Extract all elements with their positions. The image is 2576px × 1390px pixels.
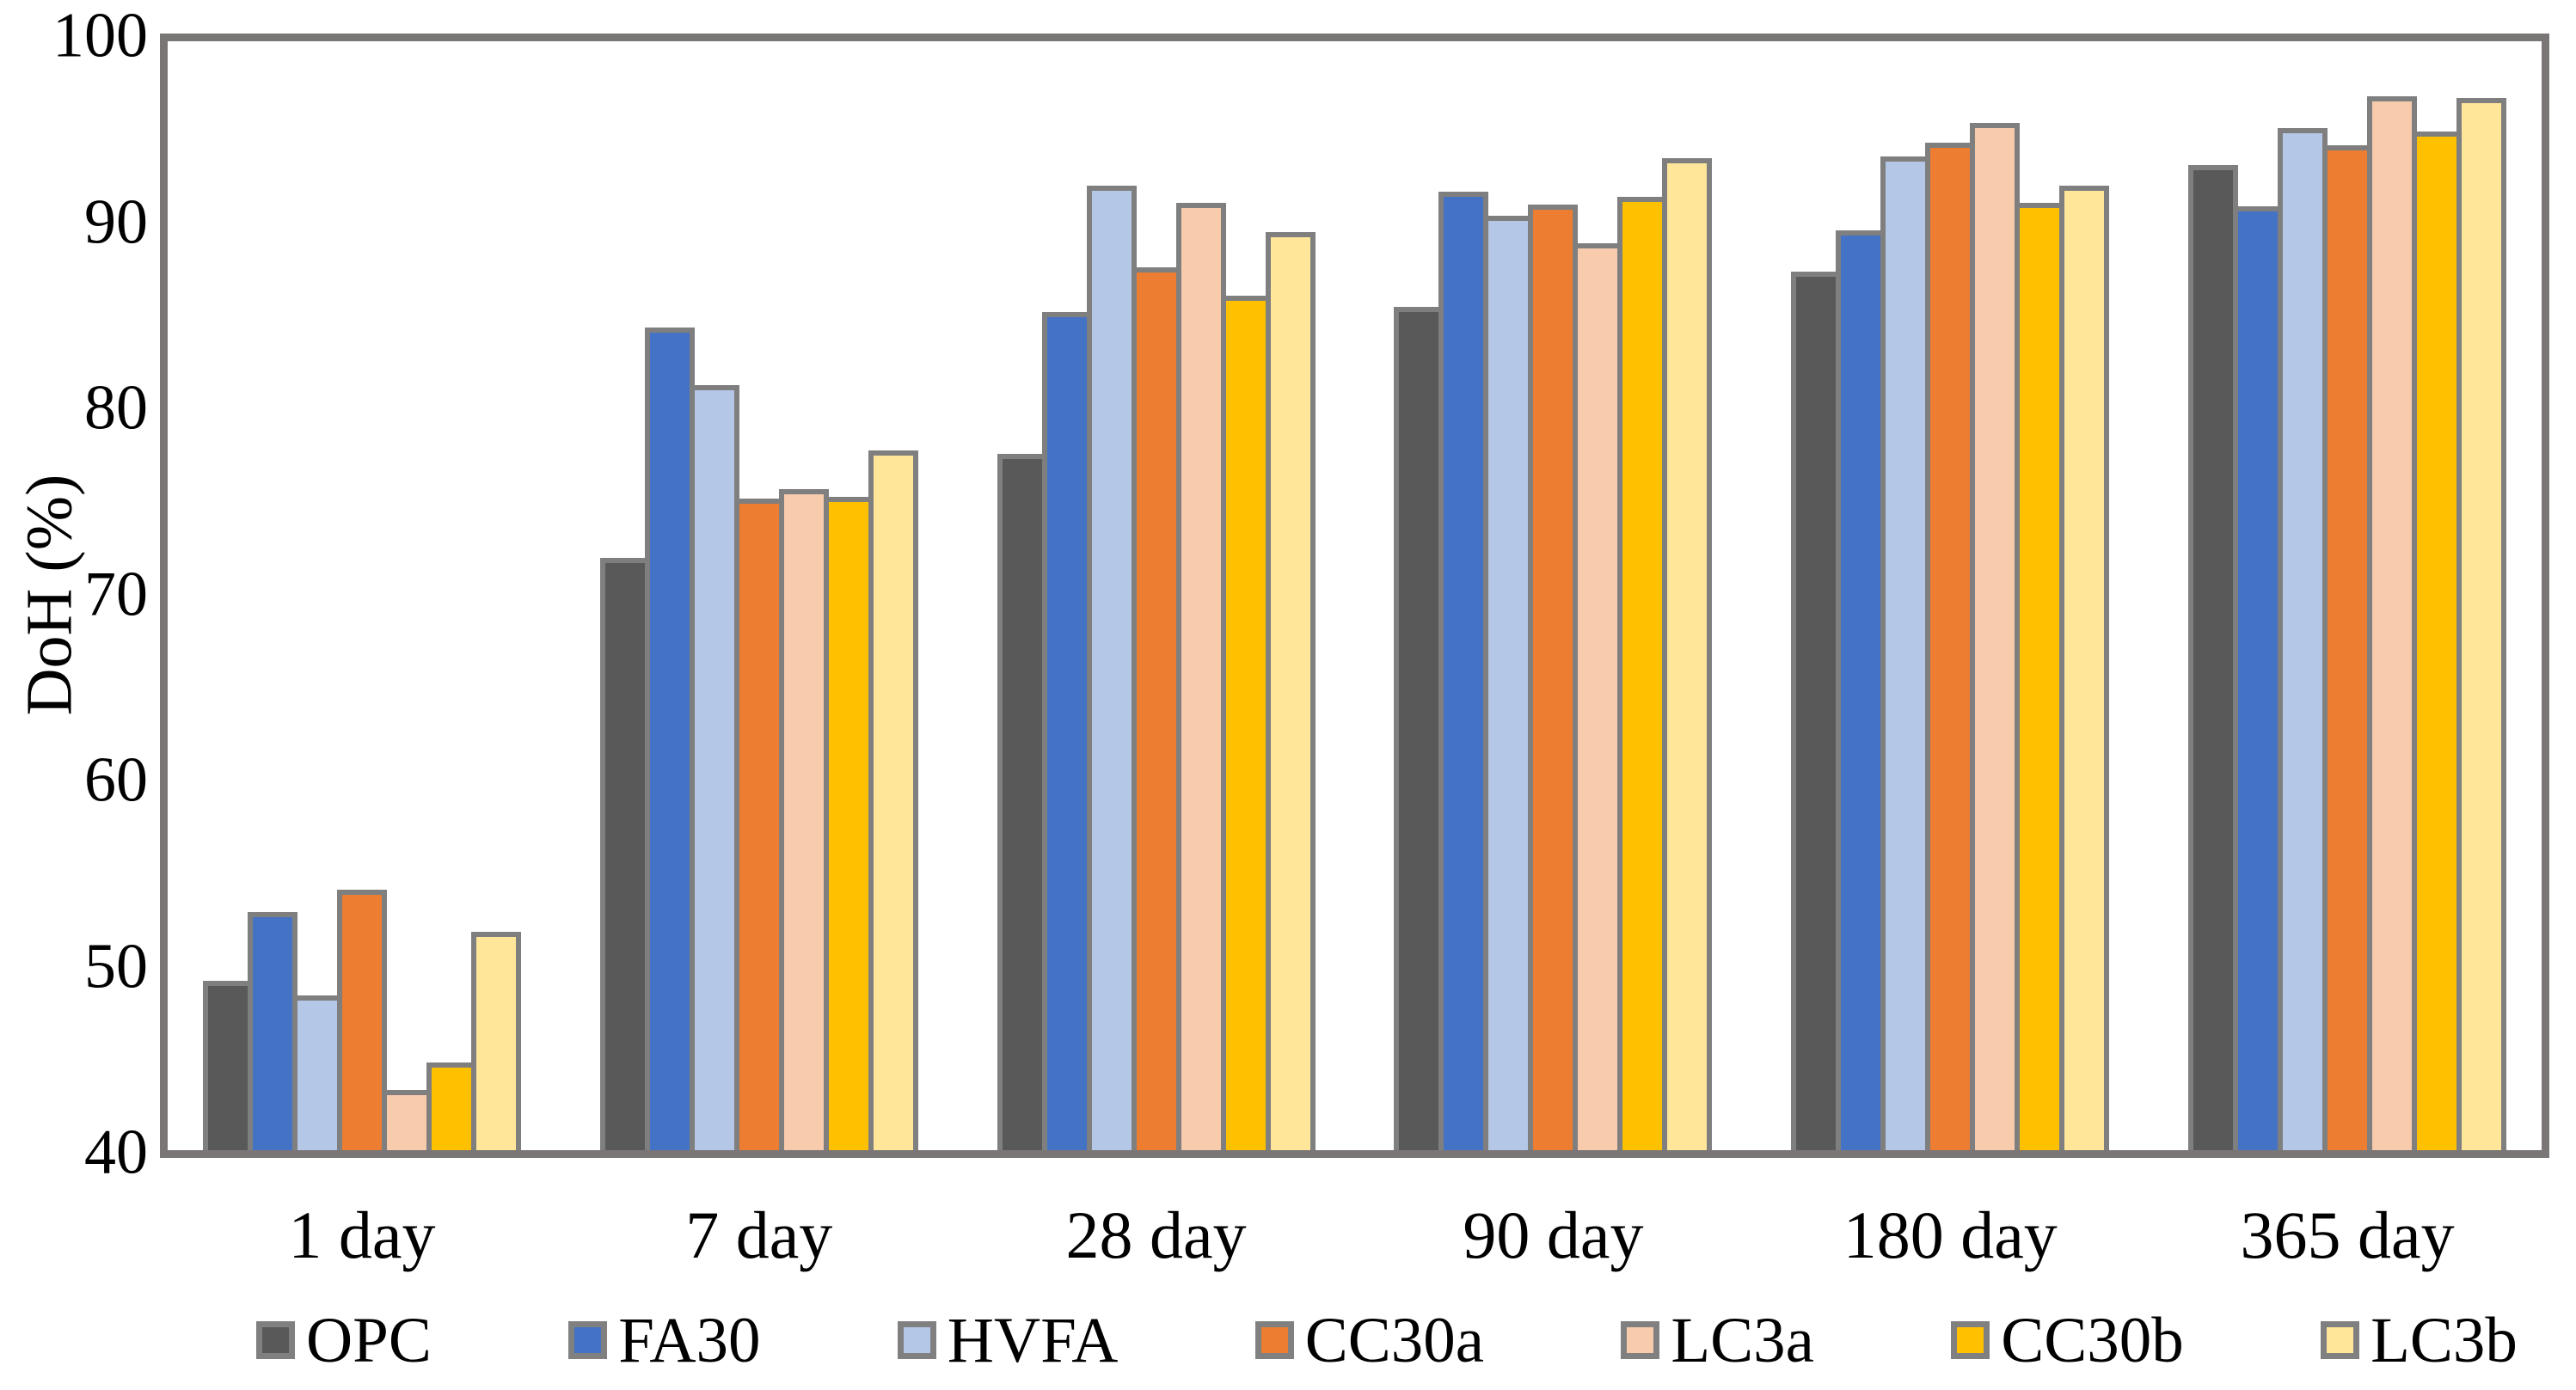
legend-label: OPC [306, 1304, 432, 1376]
legend-item-opc: OPC [256, 1308, 432, 1373]
bar-lc3a-1-day [381, 1090, 432, 1158]
bar-cc30b-1-day [426, 1062, 476, 1158]
bar-cc30a-180-day [1925, 143, 1976, 1158]
bar-lc3b-365-day [2456, 98, 2507, 1158]
y-tick-label: 90 [84, 187, 148, 258]
legend-label: FA30 [618, 1304, 761, 1376]
bar-cc30b-180-day [2015, 202, 2065, 1158]
bar-cc30a-90-day [1528, 204, 1579, 1158]
bar-lc3a-28-day [1175, 202, 1226, 1158]
bar-lc3b-28-day [1265, 232, 1316, 1158]
legend-swatch-lc3b [2321, 1321, 2360, 1359]
bar-opc-180-day [1791, 271, 1842, 1158]
y-tick-label: 70 [84, 559, 148, 630]
bar-opc-90-day [1394, 306, 1444, 1158]
bar-cc30a-365-day [2322, 144, 2373, 1158]
y-tick-label: 60 [84, 744, 148, 816]
bar-opc-7-day [599, 558, 650, 1158]
bar-hvfa-365-day [2278, 128, 2328, 1158]
bar-fa30-7-day [644, 327, 695, 1158]
bar-lc3a-365-day [2367, 96, 2418, 1158]
legend-item-hvfa: HVFA [897, 1304, 1119, 1376]
y-tick-label: 40 [84, 1117, 148, 1188]
x-axis-line [160, 1150, 2549, 1158]
legend-item-cc30b: CC30b [1951, 1308, 2184, 1373]
bar-cc30b-7-day [823, 496, 874, 1158]
plot-border-top [160, 34, 2549, 41]
y-tick-label: 100 [52, 0, 148, 71]
bar-cc30a-7-day [733, 498, 784, 1158]
bar-fa30-28-day [1041, 312, 1092, 1158]
legend-item-fa30: FA30 [568, 1304, 761, 1376]
legend: OPC FA30 HVFA CC30a LC3a CC30b LC3b [256, 1308, 2518, 1373]
legend-label: LC3a [1671, 1304, 1814, 1376]
y-axis-line [160, 34, 168, 1158]
legend-label: LC3b [2371, 1304, 2518, 1376]
legend-label: CC30b [2001, 1304, 2184, 1376]
bar-cc30a-1-day [336, 889, 387, 1158]
x-category-label: 1 day [288, 1197, 436, 1272]
y-tick-label: 50 [84, 931, 148, 1002]
bar-lc3a-7-day [778, 489, 829, 1158]
bar-lc3b-1-day [470, 932, 521, 1158]
bar-hvfa-1-day [291, 995, 342, 1158]
legend-item-cc30a: CC30a [1254, 1304, 1485, 1376]
bar-cc30b-28-day [1220, 295, 1271, 1158]
legend-swatch-cc30b [1951, 1321, 1990, 1359]
bar-fa30-180-day [1836, 230, 1886, 1158]
legend-item-lc3a: LC3a [1621, 1308, 1814, 1373]
legend-label: HVFA [947, 1304, 1119, 1376]
bar-fa30-365-day [2233, 206, 2284, 1158]
bar-opc-365-day [2188, 165, 2239, 1158]
legend-swatch-opc [256, 1321, 295, 1359]
bar-hvfa-180-day [1880, 156, 1931, 1158]
bar-lc3b-180-day [2059, 186, 2110, 1158]
y-tick-label: 80 [84, 372, 148, 444]
x-category-label: 180 day [1843, 1197, 2058, 1272]
bar-hvfa-90-day [1483, 215, 1534, 1158]
legend-swatch-fa30 [568, 1321, 608, 1359]
bar-hvfa-7-day [689, 384, 739, 1158]
bar-opc-28-day [997, 453, 1047, 1158]
bar-cc30b-90-day [1617, 197, 1668, 1158]
bar-cc30a-28-day [1131, 267, 1181, 1158]
bar-lc3a-90-day [1573, 243, 1623, 1158]
x-category-label: 28 day [1065, 1197, 1247, 1272]
bar-lc3b-90-day [1662, 157, 1713, 1158]
legend-swatch-hvfa [897, 1321, 936, 1359]
legend-item-lc3b: LC3b [2321, 1308, 2518, 1373]
bar-hvfa-28-day [1086, 186, 1137, 1158]
legend-swatch-cc30a [1254, 1321, 1294, 1359]
bar-fa30-1-day [247, 911, 297, 1158]
x-category-label: 7 day [685, 1197, 833, 1272]
plot-border-right [2542, 34, 2549, 1158]
bar-cc30b-365-day [2412, 132, 2463, 1158]
bar-fa30-90-day [1438, 191, 1489, 1158]
legend-swatch-lc3a [1621, 1321, 1660, 1359]
x-category-label: 90 day [1463, 1197, 1644, 1272]
bar-opc-1-day [202, 980, 253, 1158]
legend-label: CC30a [1304, 1304, 1485, 1376]
x-category-label: 365 day [2240, 1197, 2455, 1272]
bar-lc3b-7-day [868, 450, 918, 1158]
bar-lc3a-180-day [1970, 122, 2021, 1158]
